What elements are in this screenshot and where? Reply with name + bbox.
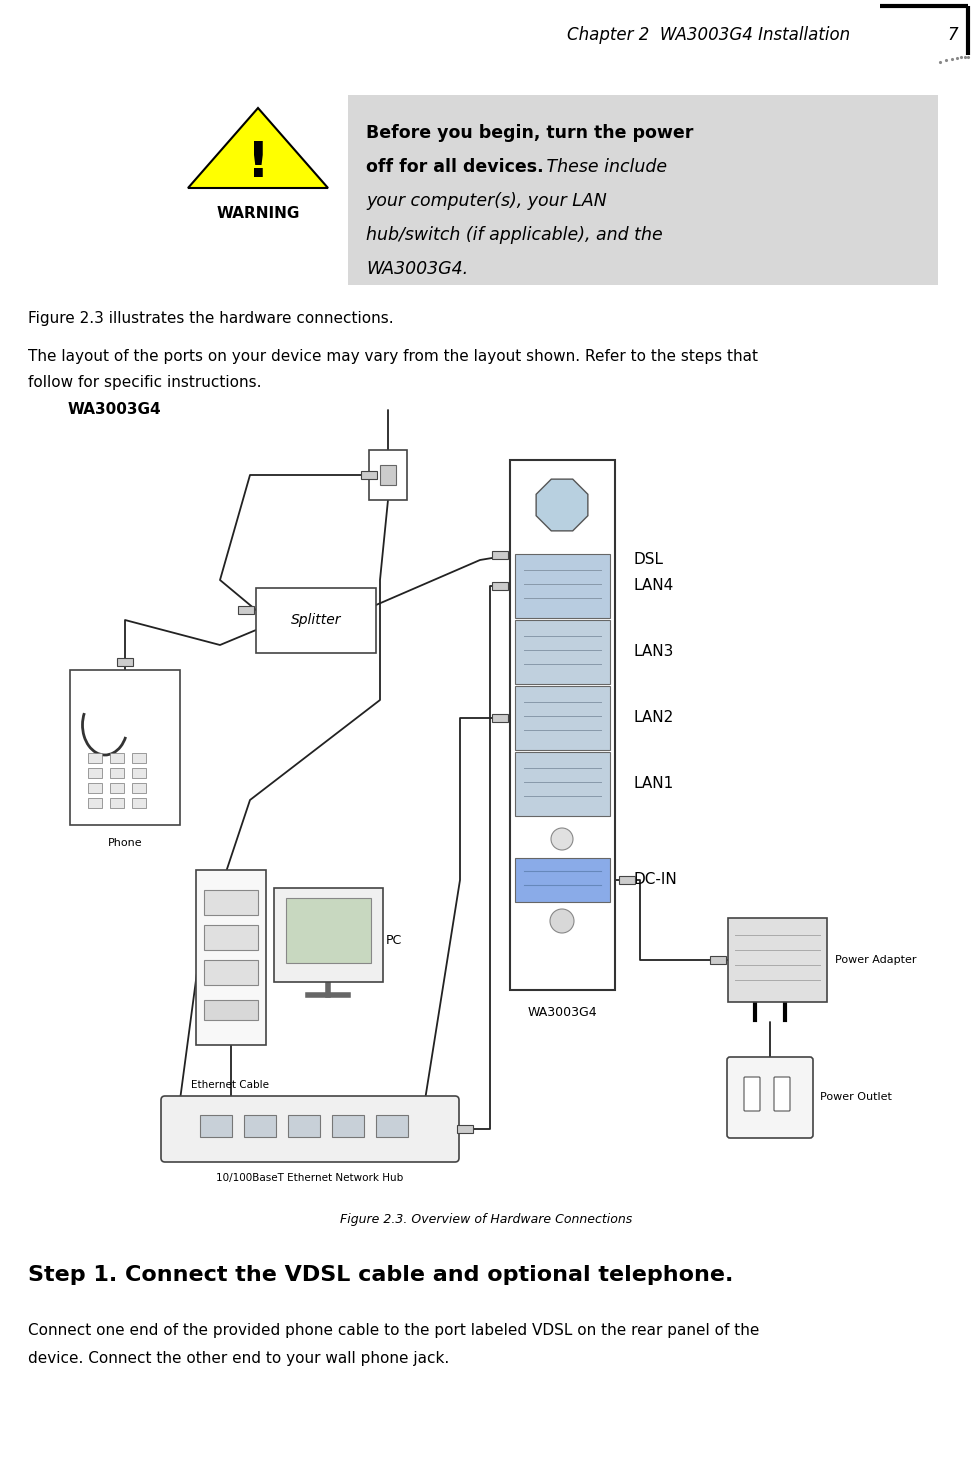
FancyBboxPatch shape: [727, 1057, 813, 1138]
Polygon shape: [188, 108, 328, 188]
FancyBboxPatch shape: [110, 784, 124, 792]
Text: !: !: [247, 139, 269, 187]
FancyBboxPatch shape: [510, 460, 615, 990]
FancyBboxPatch shape: [204, 960, 258, 985]
FancyBboxPatch shape: [744, 1077, 760, 1112]
FancyBboxPatch shape: [515, 686, 610, 749]
Polygon shape: [537, 479, 588, 531]
Text: DC-IN: DC-IN: [633, 873, 677, 887]
FancyBboxPatch shape: [492, 714, 508, 723]
Text: your computer(s), your LAN: your computer(s), your LAN: [366, 191, 607, 211]
FancyBboxPatch shape: [200, 1114, 232, 1137]
FancyBboxPatch shape: [117, 657, 133, 666]
FancyBboxPatch shape: [161, 1097, 459, 1162]
FancyBboxPatch shape: [361, 470, 377, 479]
Text: These include: These include: [541, 157, 667, 177]
FancyBboxPatch shape: [380, 464, 396, 485]
Circle shape: [550, 910, 574, 933]
FancyBboxPatch shape: [774, 1077, 790, 1112]
Text: device. Connect the other end to your wall phone jack.: device. Connect the other end to your wa…: [28, 1350, 449, 1365]
FancyBboxPatch shape: [288, 1114, 320, 1137]
Text: WA3003G4.: WA3003G4.: [366, 260, 469, 278]
Text: DSL: DSL: [633, 552, 663, 567]
FancyBboxPatch shape: [70, 669, 180, 825]
Text: PC: PC: [386, 933, 402, 947]
FancyBboxPatch shape: [244, 1114, 276, 1137]
FancyBboxPatch shape: [132, 784, 146, 792]
FancyBboxPatch shape: [515, 554, 610, 617]
FancyBboxPatch shape: [515, 858, 610, 902]
FancyBboxPatch shape: [376, 1114, 408, 1137]
Text: WARNING: WARNING: [217, 205, 299, 221]
Text: follow for specific instructions.: follow for specific instructions.: [28, 374, 261, 389]
FancyBboxPatch shape: [132, 752, 146, 763]
Text: LAN3: LAN3: [633, 644, 674, 659]
Text: Figure 2.3 illustrates the hardware connections.: Figure 2.3 illustrates the hardware conn…: [28, 310, 394, 325]
FancyBboxPatch shape: [274, 887, 383, 982]
FancyBboxPatch shape: [332, 1114, 364, 1137]
Text: LAN4: LAN4: [633, 579, 674, 594]
FancyBboxPatch shape: [196, 870, 266, 1045]
FancyBboxPatch shape: [88, 769, 102, 778]
Text: LAN1: LAN1: [633, 776, 674, 791]
FancyBboxPatch shape: [204, 890, 258, 916]
Text: Before you begin, turn the power: Before you begin, turn the power: [366, 125, 693, 142]
Text: Phone: Phone: [108, 838, 142, 847]
Text: Connect one end of the provided phone cable to the port labeled VDSL on the rear: Connect one end of the provided phone ca…: [28, 1322, 759, 1337]
Text: Figure 2.3. Overview of Hardware Connections: Figure 2.3. Overview of Hardware Connect…: [340, 1214, 632, 1226]
Text: The layout of the ports on your device may vary from the layout shown. Refer to : The layout of the ports on your device m…: [28, 349, 758, 364]
Text: Step 1. Connect the VDSL cable and optional telephone.: Step 1. Connect the VDSL cable and optio…: [28, 1264, 734, 1285]
FancyBboxPatch shape: [204, 925, 258, 950]
FancyBboxPatch shape: [238, 605, 254, 614]
FancyBboxPatch shape: [619, 876, 635, 884]
FancyBboxPatch shape: [515, 620, 610, 684]
FancyBboxPatch shape: [204, 1000, 258, 1020]
FancyBboxPatch shape: [110, 769, 124, 778]
FancyBboxPatch shape: [110, 798, 124, 807]
FancyBboxPatch shape: [88, 752, 102, 763]
Text: Ethernet Cable: Ethernet Cable: [191, 1080, 269, 1091]
FancyBboxPatch shape: [710, 956, 726, 965]
FancyBboxPatch shape: [256, 588, 376, 653]
Text: Splitter: Splitter: [291, 613, 341, 628]
Text: 10/100BaseT Ethernet Network Hub: 10/100BaseT Ethernet Network Hub: [217, 1172, 403, 1183]
Text: 7: 7: [948, 27, 958, 45]
Text: off for all devices.: off for all devices.: [366, 157, 543, 177]
FancyBboxPatch shape: [132, 769, 146, 778]
Text: hub/switch (if applicable), and the: hub/switch (if applicable), and the: [366, 226, 663, 243]
FancyBboxPatch shape: [348, 95, 938, 285]
Text: Chapter 2  WA3003G4 Installation: Chapter 2 WA3003G4 Installation: [567, 27, 850, 45]
FancyBboxPatch shape: [492, 551, 508, 559]
FancyBboxPatch shape: [286, 898, 371, 963]
FancyBboxPatch shape: [369, 450, 407, 500]
FancyBboxPatch shape: [515, 752, 610, 816]
FancyBboxPatch shape: [728, 919, 827, 1002]
Text: Power Adapter: Power Adapter: [835, 956, 917, 965]
Text: Power Outlet: Power Outlet: [820, 1092, 892, 1103]
Text: WA3003G4: WA3003G4: [527, 1006, 597, 1018]
FancyBboxPatch shape: [457, 1125, 473, 1132]
FancyBboxPatch shape: [132, 798, 146, 807]
FancyBboxPatch shape: [88, 798, 102, 807]
FancyBboxPatch shape: [88, 784, 102, 792]
Text: LAN2: LAN2: [633, 711, 674, 726]
FancyBboxPatch shape: [492, 582, 508, 591]
Text: WA3003G4: WA3003G4: [68, 402, 161, 417]
FancyBboxPatch shape: [110, 752, 124, 763]
Circle shape: [551, 828, 573, 850]
